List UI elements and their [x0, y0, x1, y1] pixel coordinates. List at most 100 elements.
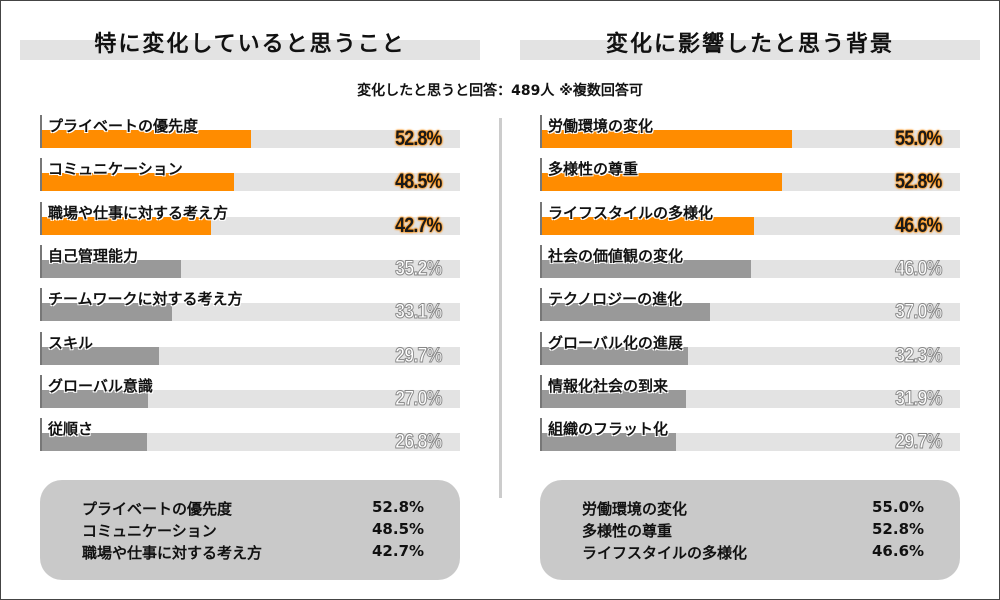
bar-tick	[540, 115, 542, 148]
summary-name: ライフスタイルの多様化	[582, 544, 748, 562]
title-bar-right	[520, 40, 980, 60]
value-label: 26.8%	[395, 430, 443, 454]
summary-row: 労働環境の変化 55.0%	[582, 498, 960, 520]
bar	[540, 433, 676, 452]
summary-row: ライフスタイルの多様化 46.6%	[582, 542, 960, 564]
bar-tick	[540, 201, 542, 235]
value-label: 32.3%	[895, 343, 943, 367]
bar	[40, 433, 147, 452]
value-label: 55.0%	[895, 127, 943, 150]
bar-label: チームワークに対する考え方	[48, 290, 243, 309]
summary-name: 多様性の尊重	[582, 522, 673, 540]
bar-row: コミュニケーション 48.5%	[40, 158, 460, 198]
value-label: 37.0%	[895, 300, 943, 324]
bar-row: 情報化社会の到来 31.9%	[540, 374, 960, 415]
title-bar-left	[20, 40, 480, 60]
bar-row: 自己管理能力 35.2%	[40, 244, 460, 285]
bar-row: グローバル意識 27.0%	[40, 374, 460, 415]
summary-name: プライベートの優先度	[82, 500, 233, 518]
bar-label: プライベートの優先度	[48, 117, 199, 135]
summary-value: 55.0%	[872, 498, 925, 516]
bar	[540, 173, 782, 192]
bar-row: プライベートの優先度 52.8%	[40, 115, 460, 155]
bar	[40, 346, 159, 365]
summary-value: 48.5%	[372, 520, 425, 538]
bar-label: スキル	[48, 333, 94, 352]
bar-tick	[40, 244, 42, 278]
summary-name: コミュニケーション	[82, 522, 217, 540]
bar-tick	[40, 158, 42, 192]
bar-row: 労働環境の変化 55.0%	[540, 115, 960, 155]
bar-row: 社会の価値観の変化 46.0%	[540, 244, 960, 285]
summary-name: 労働環境の変化	[582, 500, 688, 518]
bar-label: 従順さ	[48, 420, 94, 439]
summary-value: 46.6%	[872, 542, 925, 560]
value-label: 52.8%	[895, 170, 943, 194]
bar-row: 組織のフラット化 29.7%	[540, 418, 960, 458]
summary-row: プライベートの優先度 52.8%	[82, 498, 460, 520]
chart-title-left: 特に変化していると思うこと	[94, 32, 406, 57]
value-label: 33.1%	[395, 300, 443, 324]
bar-tick	[540, 374, 542, 408]
summary-row: コミュニケーション 48.5%	[82, 520, 460, 542]
bar-row: グローバル化の進展 32.3%	[540, 331, 960, 372]
value-label: 48.5%	[395, 170, 443, 194]
bar-row: テクノロジーの進化 37.0%	[540, 288, 960, 328]
value-label: 27.0%	[395, 386, 443, 410]
bar-label: 社会の価値観の変化	[548, 246, 684, 265]
bar-row: 従順さ 26.8%	[40, 418, 460, 458]
summary-name: 職場や仕事に対する考え方	[82, 544, 263, 562]
bar	[40, 130, 251, 148]
bar	[40, 216, 211, 235]
bar-label: コミュニケーション	[48, 160, 183, 179]
bar-tick	[40, 115, 42, 148]
bar-tick	[540, 418, 542, 452]
value-label: 42.7%	[395, 213, 443, 237]
value-label: 31.9%	[895, 386, 943, 410]
summary-value: 42.7%	[372, 542, 425, 560]
bar	[540, 216, 754, 235]
value-label: 46.6%	[895, 213, 943, 237]
bar-tick	[540, 158, 542, 192]
bar-tick	[40, 201, 42, 235]
bar-row: 多様性の尊重 52.8%	[540, 158, 960, 198]
chart-title-right: 変化に影響したと思う背景	[605, 32, 894, 57]
bar-label: 労働環境の変化	[548, 117, 654, 135]
bar	[40, 303, 172, 322]
bar-label: 情報化社会の到来	[548, 376, 669, 395]
bar-label: 組織のフラット化	[548, 420, 669, 439]
bar	[540, 389, 686, 408]
bar-tick	[40, 288, 42, 322]
bar-label: 多様性の尊重	[548, 160, 639, 179]
summary-box-left: プライベートの優先度 52.8% コミュニケーション 48.5% 職場や仕事に対する…	[40, 480, 460, 580]
summary-row: 多様性の尊重 52.8%	[582, 520, 960, 542]
value-label: 29.7%	[395, 343, 443, 367]
bar-label: 自己管理能力	[48, 246, 139, 265]
divider	[499, 118, 502, 498]
summary-value: 52.8%	[372, 498, 425, 516]
bar	[40, 259, 181, 278]
bar-row: ライフスタイルの多様化 46.6%	[540, 201, 960, 242]
bar-tick	[540, 331, 542, 365]
bar-label: 職場や仕事に対する考え方	[48, 203, 229, 222]
value-label: 46.0%	[895, 256, 943, 280]
bar-label: テクノロジーの進化	[548, 290, 683, 309]
bar	[540, 259, 751, 278]
bar-row: チームワークに対する考え方 33.1%	[40, 288, 460, 328]
summary-box-right: 労働環境の変化 55.0% 多様性の尊重 52.8% ライフスタイルの多様化 46.6…	[540, 480, 960, 580]
value-label: 29.7%	[895, 430, 943, 454]
bar-label: グローバル化の進展	[548, 333, 683, 352]
bar	[40, 173, 234, 192]
bar-tick	[540, 288, 542, 322]
respondent-note: 変化したと思うと回答：489人 ※複数回答可	[357, 83, 643, 99]
summary-value: 52.8%	[872, 520, 925, 538]
summary-row: 職場や仕事に対する考え方 42.7%	[82, 542, 460, 564]
bar-row: 職場や仕事に対する考え方 42.7%	[40, 201, 460, 242]
bar	[540, 130, 792, 148]
bar	[540, 303, 710, 322]
bar	[540, 346, 688, 365]
bar-tick	[40, 374, 42, 408]
bar-tick	[40, 331, 42, 365]
bar-tick	[40, 418, 42, 452]
bar-tick	[540, 244, 542, 278]
